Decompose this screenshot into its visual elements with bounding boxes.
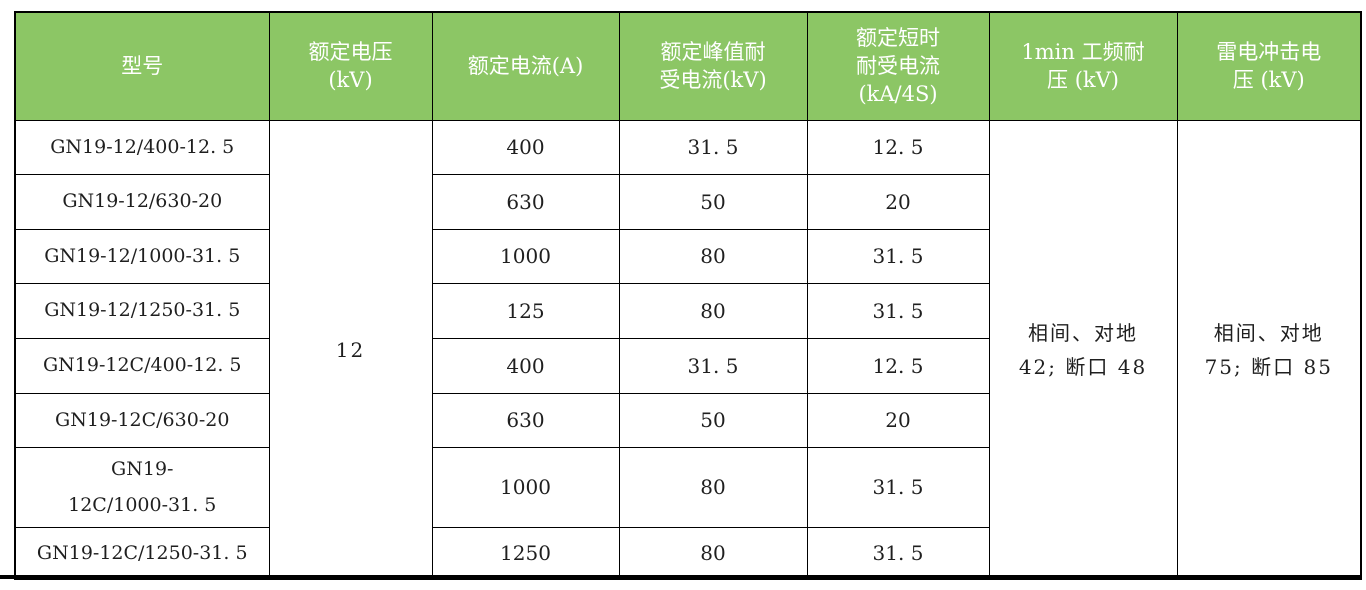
model-cell: GN19-12C/630-20: [14, 392, 270, 448]
power-freq-withstand-cell: 相间、对地 42; 断口 48: [988, 119, 1178, 580]
current-cell: 125: [431, 282, 620, 339]
model-cell: GN19-12/1250-31. 5: [14, 282, 270, 339]
model-cell: GN19-12/630-20: [14, 173, 270, 230]
current-cell: 400: [431, 337, 620, 394]
short-time-current-cell: 20: [806, 173, 990, 230]
peak-current-cell: 80: [618, 446, 808, 528]
model-cell: GN19-12/1000-31. 5: [14, 228, 270, 284]
header-rated-voltage: 额定电压 (kV): [268, 11, 433, 121]
short-time-current-cell: 12. 5: [806, 337, 990, 394]
current-cell: 630: [431, 173, 620, 230]
header-rated-current: 额定电流(A): [431, 11, 620, 121]
peak-current-cell: 31. 5: [618, 337, 808, 394]
short-time-current-cell: 31. 5: [806, 526, 990, 580]
short-time-current-cell: 31. 5: [806, 446, 990, 528]
model-cell: GN19- 12C/1000-31. 5: [14, 446, 270, 528]
lightning-impulse-cell: 相间、对地 75; 断口 85: [1176, 119, 1362, 580]
short-time-current-cell: 12. 5: [806, 119, 990, 175]
model-cell: GN19-12C/1250-31. 5: [14, 526, 270, 580]
peak-current-cell: 80: [618, 526, 808, 580]
peak-current-cell: 31. 5: [618, 119, 808, 175]
header-row: 型号 额定电压 (kV) 额定电流(A) 额定峰值耐 受电流(kV) 额定短时 …: [14, 11, 1362, 121]
spec-table: 型号 额定电压 (kV) 额定电流(A) 额定峰值耐 受电流(kV) 额定短时 …: [14, 11, 1362, 580]
header-lightning-impulse-voltage: 雷电冲击电 压 (kV): [1176, 11, 1362, 121]
peak-current-cell: 50: [618, 173, 808, 230]
peak-current-cell: 50: [618, 392, 808, 448]
peak-current-cell: 80: [618, 228, 808, 284]
model-cell: GN19-12/400-12. 5: [14, 119, 270, 175]
current-cell: 1000: [431, 228, 620, 284]
header-power-frequency-withstand-voltage: 1min 工频耐 压 (kV): [988, 11, 1178, 121]
table-row: GN19-12/630-20 630 50 20: [14, 173, 1361, 230]
current-cell: 1250: [431, 526, 620, 580]
short-time-current-cell: 31. 5: [806, 282, 990, 339]
table-row: GN19-12/1250-31. 5 125 80 31. 5: [14, 282, 1361, 339]
table-row: GN19-12/1000-31. 5 1000 80 31. 5: [14, 228, 1361, 284]
short-time-current-cell: 20: [806, 392, 990, 448]
table-row: GN19-12C/400-12. 5 400 31. 5 12. 5: [14, 337, 1361, 394]
current-cell: 1000: [431, 446, 620, 528]
table-row: GN19-12C/1250-31. 5 1250 80 31. 5: [14, 526, 1361, 580]
peak-current-cell: 80: [618, 282, 808, 339]
rated-voltage-cell: 12: [268, 119, 433, 580]
table-row: GN19- 12C/1000-31. 5 1000 80 31. 5: [14, 446, 1361, 528]
table-bottom-rule: [0, 575, 1362, 579]
header-model: 型号: [14, 11, 270, 121]
current-cell: 400: [431, 119, 620, 175]
current-cell: 630: [431, 392, 620, 448]
table-row: GN19-12/400-12. 5 12 400 31. 5 12. 5 相间、…: [14, 119, 1362, 580]
table-row: GN19-12C/630-20 630 50 20: [14, 392, 1361, 448]
model-cell: GN19-12C/400-12. 5: [14, 337, 270, 394]
header-peak-withstand-current: 额定峰值耐 受电流(kV): [618, 11, 808, 121]
short-time-current-cell: 31. 5: [806, 228, 990, 284]
header-short-time-withstand-current: 额定短时 耐受电流 (kA/4S): [806, 11, 990, 121]
